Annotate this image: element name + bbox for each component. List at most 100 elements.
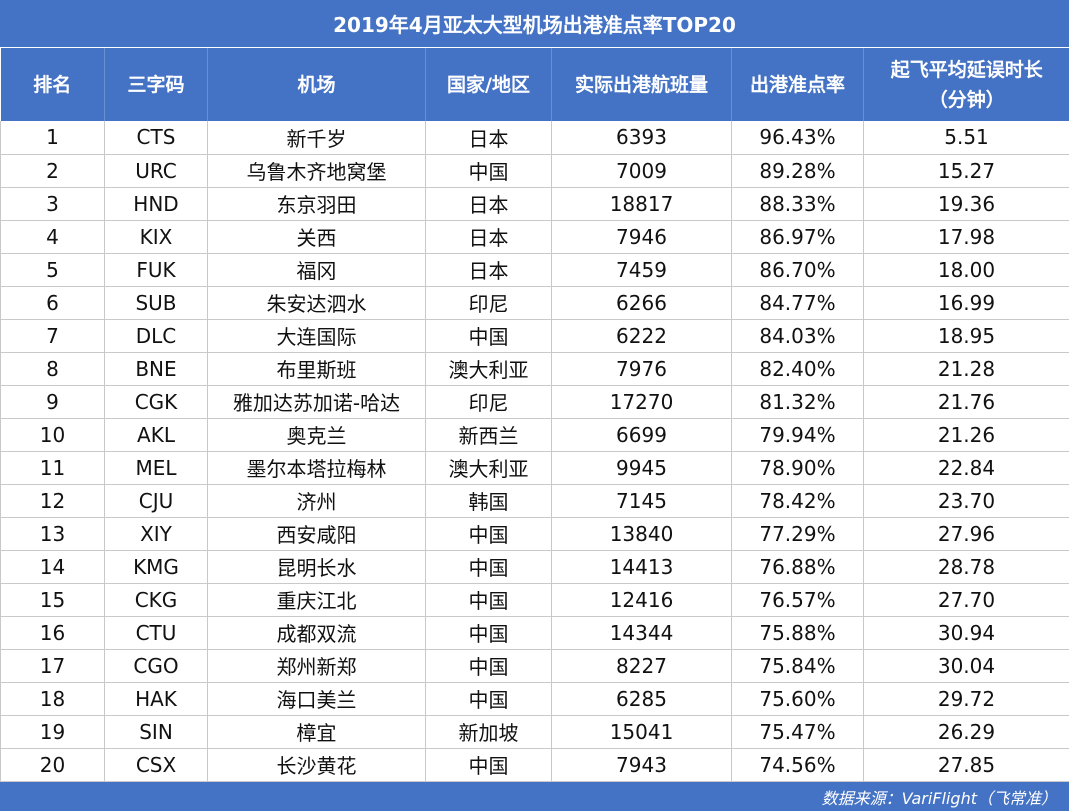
cell-ontime-rate: 75.88% <box>731 616 864 650</box>
cell-avg-delay: 30.04 <box>863 649 1069 683</box>
cell-iata-code: CSX <box>104 748 208 782</box>
cell-iata-code: CTU <box>104 616 208 650</box>
cell-country-region: 澳大利亚 <box>425 451 552 485</box>
table-row: 17 CGO 郑州新郑 中国 8227 75.84% 30.04 <box>0 649 1069 683</box>
cell-ontime-rate: 84.77% <box>731 286 864 320</box>
cell-departure-flights: 14344 <box>551 616 732 650</box>
cell-ontime-rate: 75.60% <box>731 682 864 716</box>
cell-iata-code: FUK <box>104 253 208 287</box>
cell-avg-delay: 21.28 <box>863 352 1069 386</box>
cell-airport: 樟宜 <box>207 715 426 749</box>
table-row: 14 KMG 昆明长水 中国 14413 76.88% 28.78 <box>0 550 1069 584</box>
cell-avg-delay: 23.70 <box>863 484 1069 518</box>
table-row: 13 XIY 西安咸阳 中国 13840 77.29% 27.96 <box>0 517 1069 551</box>
cell-departure-flights: 6266 <box>551 286 732 320</box>
cell-iata-code: HAK <box>104 682 208 716</box>
cell-iata-code: KMG <box>104 550 208 584</box>
cell-departure-flights: 7145 <box>551 484 732 518</box>
cell-airport: 郑州新郑 <box>207 649 426 683</box>
cell-ontime-rate: 81.32% <box>731 385 864 419</box>
cell-airport: 福冈 <box>207 253 426 287</box>
cell-iata-code: CJU <box>104 484 208 518</box>
cell-departure-flights: 12416 <box>551 583 732 617</box>
cell-airport: 济州 <box>207 484 426 518</box>
header-rank: 排名 <box>0 48 105 121</box>
cell-iata-code: KIX <box>104 220 208 254</box>
cell-airport: 西安咸阳 <box>207 517 426 551</box>
cell-country-region: 中国 <box>425 649 552 683</box>
cell-airport: 奥克兰 <box>207 418 426 452</box>
cell-rank: 10 <box>0 418 105 452</box>
cell-rank: 6 <box>0 286 105 320</box>
cell-departure-flights: 7459 <box>551 253 732 287</box>
cell-departure-flights: 6285 <box>551 682 732 716</box>
header-airport: 机场 <box>207 48 426 121</box>
cell-iata-code: AKL <box>104 418 208 452</box>
cell-avg-delay: 17.98 <box>863 220 1069 254</box>
cell-departure-flights: 7943 <box>551 748 732 782</box>
cell-ontime-rate: 76.88% <box>731 550 864 584</box>
cell-departure-flights: 13840 <box>551 517 732 551</box>
cell-iata-code: URC <box>104 154 208 188</box>
cell-rank: 14 <box>0 550 105 584</box>
cell-rank: 18 <box>0 682 105 716</box>
cell-avg-delay: 18.00 <box>863 253 1069 287</box>
cell-ontime-rate: 96.43% <box>731 121 864 155</box>
cell-airport: 东京羽田 <box>207 187 426 221</box>
cell-iata-code: SIN <box>104 715 208 749</box>
cell-iata-code: SUB <box>104 286 208 320</box>
cell-country-region: 韩国 <box>425 484 552 518</box>
cell-country-region: 澳大利亚 <box>425 352 552 386</box>
cell-iata-code: XIY <box>104 517 208 551</box>
cell-departure-flights: 7976 <box>551 352 732 386</box>
cell-airport: 长沙黄花 <box>207 748 426 782</box>
cell-rank: 15 <box>0 583 105 617</box>
cell-ontime-rate: 86.70% <box>731 253 864 287</box>
cell-avg-delay: 22.84 <box>863 451 1069 485</box>
cell-ontime-rate: 89.28% <box>731 154 864 188</box>
cell-avg-delay: 16.99 <box>863 286 1069 320</box>
cell-departure-flights: 7946 <box>551 220 732 254</box>
table-row: 18 HAK 海口美兰 中国 6285 75.60% 29.72 <box>0 682 1069 716</box>
table-row: 10 AKL 奥克兰 新西兰 6699 79.94% 21.26 <box>0 418 1069 452</box>
cell-airport: 乌鲁木齐地窝堡 <box>207 154 426 188</box>
header-country-region: 国家/地区 <box>425 48 552 121</box>
cell-departure-flights: 17270 <box>551 385 732 419</box>
table-row: 7 DLC 大连国际 中国 6222 84.03% 18.95 <box>0 319 1069 353</box>
cell-country-region: 新西兰 <box>425 418 552 452</box>
cell-airport: 昆明长水 <box>207 550 426 584</box>
cell-airport: 雅加达苏加诺-哈达 <box>207 385 426 419</box>
cell-rank: 7 <box>0 319 105 353</box>
cell-avg-delay: 15.27 <box>863 154 1069 188</box>
table-row: 16 CTU 成都双流 中国 14344 75.88% 30.94 <box>0 616 1069 650</box>
cell-iata-code: MEL <box>104 451 208 485</box>
cell-country-region: 中国 <box>425 682 552 716</box>
table-row: 20 CSX 长沙黄花 中国 7943 74.56% 27.85 <box>0 748 1069 782</box>
cell-ontime-rate: 78.42% <box>731 484 864 518</box>
cell-avg-delay: 29.72 <box>863 682 1069 716</box>
cell-airport: 海口美兰 <box>207 682 426 716</box>
cell-country-region: 中国 <box>425 319 552 353</box>
header-avg-delay: 起飞平均延误时长 （分钟） <box>863 48 1069 121</box>
cell-rank: 19 <box>0 715 105 749</box>
cell-country-region: 中国 <box>425 154 552 188</box>
cell-rank: 5 <box>0 253 105 287</box>
cell-avg-delay: 27.70 <box>863 583 1069 617</box>
cell-iata-code: CTS <box>104 121 208 155</box>
cell-ontime-rate: 76.57% <box>731 583 864 617</box>
cell-iata-code: CGO <box>104 649 208 683</box>
table-row: 8 BNE 布里斯班 澳大利亚 7976 82.40% 21.28 <box>0 352 1069 386</box>
cell-iata-code: CGK <box>104 385 208 419</box>
cell-country-region: 印尼 <box>425 385 552 419</box>
cell-rank: 17 <box>0 649 105 683</box>
table-row: 4 KIX 关西 日本 7946 86.97% 17.98 <box>0 220 1069 254</box>
cell-rank: 12 <box>0 484 105 518</box>
cell-rank: 2 <box>0 154 105 188</box>
cell-ontime-rate: 88.33% <box>731 187 864 221</box>
table-row: 19 SIN 樟宜 新加坡 15041 75.47% 26.29 <box>0 715 1069 749</box>
cell-departure-flights: 18817 <box>551 187 732 221</box>
cell-rank: 8 <box>0 352 105 386</box>
cell-departure-flights: 9945 <box>551 451 732 485</box>
cell-avg-delay: 5.51 <box>863 121 1069 155</box>
